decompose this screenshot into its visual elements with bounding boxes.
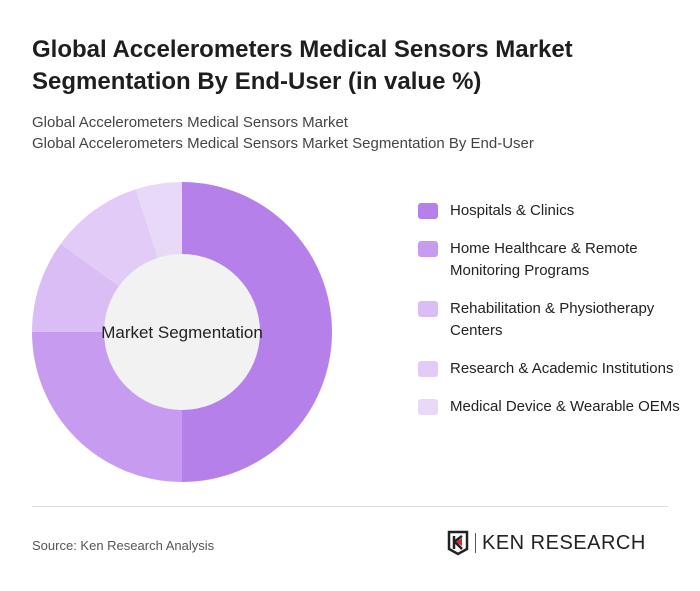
subtitle-2: Global Accelerometers Medical Sensors Ma… [32,135,534,152]
center-label: Market Segmentation [101,323,263,342]
legend-label: Medical Device & Wearable OEMs [450,398,680,415]
legend-label: Home Healthcare & Remote Monitoring Prog… [450,240,638,279]
divider [32,506,668,507]
legend-item: Home Healthcare & Remote Monitoring Prog… [418,238,688,282]
legend: Hospitals & Clinics Home Healthcare & Rem… [418,200,688,434]
legend-item: Research & Academic Institutions [418,358,688,380]
legend-label: Research & Academic Institutions [450,360,674,377]
legend-label: Hospitals & Clinics [450,202,575,219]
ken-research-logo: KEN RESEARCH [447,530,646,556]
legend-item: Hospitals & Clinics [418,200,688,222]
logo-icon [447,530,469,556]
legend-item: Rehabilitation & Physiotherapy Centers [418,298,688,342]
legend-swatch [418,301,438,317]
legend-swatch [418,399,438,415]
legend-swatch [418,241,438,257]
legend-item: Medical Device & Wearable OEMs [418,396,688,418]
chart-title: Global Accelerometers Medical Sensors Ma… [32,36,573,95]
legend-swatch [418,361,438,377]
logo-text: KEN RESEARCH [475,533,646,553]
donut-hole [104,254,260,410]
source-note: Source: Ken Research Analysis [32,538,215,553]
legend-swatch [418,203,438,219]
subtitle-1: Global Accelerometers Medical Sensors Ma… [32,114,348,131]
legend-label: Rehabilitation & Physiotherapy Centers [450,300,655,339]
